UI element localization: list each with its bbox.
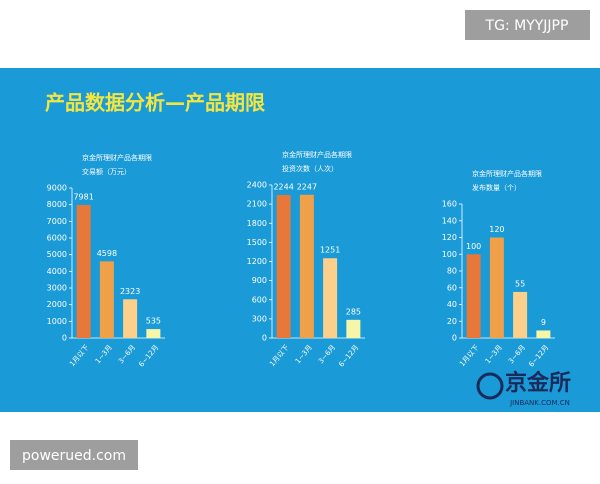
y-tick-label: 2100 <box>247 200 267 209</box>
value-label: 4598 <box>97 249 117 258</box>
y-tick-label: 6000 <box>47 234 67 243</box>
bar <box>76 204 91 338</box>
watermark-box <box>10 440 138 470</box>
bar <box>276 194 291 338</box>
bar <box>146 329 161 338</box>
page-title: 产品数据分析—产品期限 <box>45 91 265 115</box>
watermark-box <box>465 10 590 40</box>
value-label: 120 <box>489 225 504 234</box>
bar <box>323 258 338 338</box>
y-axis-label: 发布数量（个） <box>472 183 521 192</box>
bar <box>299 194 314 338</box>
bar <box>513 291 528 338</box>
y-tick-label: 40 <box>447 300 457 309</box>
bar <box>536 330 551 338</box>
y-tick-label: 5000 <box>47 250 67 259</box>
y-tick-label: 160 <box>442 200 457 209</box>
y-tick-label: 300 <box>252 314 267 323</box>
y-axis-label: 交易额（万元） <box>82 167 131 176</box>
value-label: 1251 <box>320 246 340 255</box>
y-tick-label: 7000 <box>47 217 67 226</box>
logo-name: 京金所 <box>505 370 571 396</box>
value-label: 285 <box>346 307 361 316</box>
y-tick-label: 0 <box>262 334 267 343</box>
y-tick-label: 0 <box>452 334 457 343</box>
y-axis-label: 投资次数（人次） <box>282 164 338 173</box>
bar <box>123 299 138 338</box>
value-label: 9 <box>541 318 546 327</box>
value-label: 2247 <box>297 182 317 191</box>
bar <box>99 261 114 338</box>
y-tick-label: 600 <box>252 295 267 304</box>
logo-icon <box>476 372 504 400</box>
bar <box>489 237 504 338</box>
y-tick-label: 20 <box>447 317 457 326</box>
value-label: 7981 <box>73 192 93 201</box>
y-tick-label: 120 <box>442 233 457 242</box>
y-tick-label: 900 <box>252 276 267 285</box>
y-tick-label: 2000 <box>47 300 67 309</box>
chart-title: 京金所理财产品各期限 <box>282 150 352 159</box>
chart-title: 京金所理财产品各期限 <box>82 153 152 162</box>
bar <box>346 319 361 338</box>
y-tick-label: 8000 <box>47 200 67 209</box>
value-label: 55 <box>515 279 525 288</box>
y-tick-label: 2400 <box>247 181 267 190</box>
watermark: powerued.com <box>22 448 126 464</box>
y-tick-label: 1000 <box>47 317 67 326</box>
y-tick-label: 140 <box>442 216 457 225</box>
value-label: 535 <box>146 317 161 326</box>
y-tick-label: 100 <box>442 250 457 259</box>
watermark: TG: MYYJJPP <box>485 18 569 34</box>
chart-title: 京金所理财产品各期限 <box>472 169 542 178</box>
value-label: 2244 <box>273 182 293 191</box>
y-tick-label: 4000 <box>47 267 67 276</box>
y-tick-label: 1800 <box>247 219 267 228</box>
y-tick-label: 80 <box>447 267 457 276</box>
y-tick-label: 60 <box>447 283 457 292</box>
y-tick-label: 0 <box>62 334 67 343</box>
y-tick-label: 3000 <box>47 284 67 293</box>
y-tick-label: 1200 <box>247 257 267 266</box>
bar <box>466 254 481 338</box>
y-tick-label: 9000 <box>47 184 67 193</box>
value-label: 100 <box>466 242 481 251</box>
logo-url: JINBANK.COM.CN <box>509 399 570 407</box>
value-label: 2323 <box>120 287 140 296</box>
y-tick-label: 1500 <box>247 238 267 247</box>
